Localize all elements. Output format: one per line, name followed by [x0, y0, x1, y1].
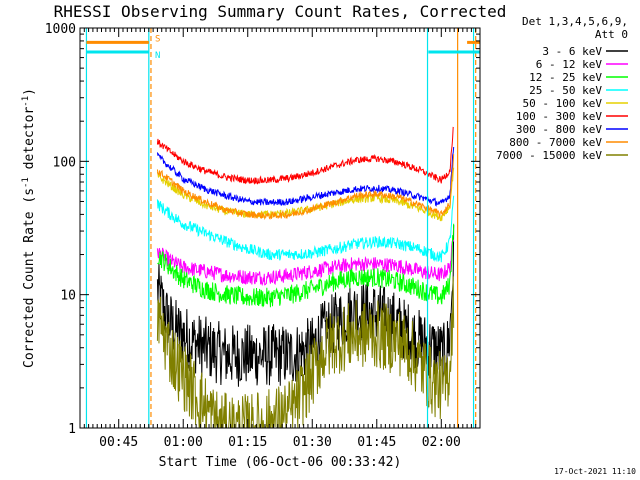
legend-label-2: 6 - 12 keV: [536, 58, 603, 71]
legend-label-6: 100 - 300 keV: [516, 110, 602, 123]
x-tick-label: 00:45: [99, 435, 138, 450]
series-line-5: [156, 167, 455, 222]
x-tick-label: 02:00: [422, 435, 461, 450]
y-tick-label: 100: [53, 155, 76, 170]
y-axis-label-part-1: Corrected Count Rate (s: [22, 188, 37, 368]
series-line-6: [156, 126, 454, 185]
series-line-8: [156, 154, 455, 221]
legend-label-4: 25 - 50 keV: [529, 84, 602, 97]
y-axis-label-sup-2: -1: [21, 96, 31, 107]
marker-lines: [85, 28, 477, 428]
timestamp: 17-Oct-2021 11:10: [554, 467, 636, 476]
plot-frame: [79, 27, 481, 429]
series-layer: [156, 126, 455, 429]
legend-label-8: 800 - 7000 keV: [509, 136, 602, 149]
series-line-3: [157, 223, 455, 308]
series-line-1: [156, 224, 455, 387]
series-line-7: [156, 146, 455, 207]
x-tick-label: 01:00: [164, 435, 203, 450]
y-tick-label: 1000: [45, 22, 76, 37]
flag-bars: SN: [86, 34, 480, 61]
series-line-9: [156, 276, 455, 429]
y-axis-label-sup-1: -1: [21, 177, 31, 188]
legend-header-line-1: Det 1,3,4,5,6,9,: [522, 15, 628, 28]
x-axis: 00:45 01:00 01:15 01:30 01:45 02:00: [79, 28, 481, 450]
series-line-4: [156, 195, 455, 263]
x-tick-label: 01:30: [293, 435, 332, 450]
legend-header: Det 1,3,4,5,6,9, Att 0: [522, 15, 628, 41]
flag-label-N: N: [155, 51, 160, 61]
y-axis-label-part-3: ): [22, 88, 37, 96]
y-axis-label-part-2: detector: [22, 107, 37, 178]
y-tick-label: 1: [68, 422, 76, 437]
legend-header-line-2: Att 0: [595, 28, 628, 41]
y-axis: 1 10 100 1000: [45, 22, 480, 437]
legend-label-5: 50 - 100 keV: [523, 97, 603, 110]
legend-label-3: 12 - 25 keV: [529, 71, 602, 84]
flag-label-S: S: [155, 34, 160, 44]
y-tick-label: 10: [60, 289, 76, 304]
series-line-2: [156, 237, 455, 287]
legend-label-7: 300 - 800 keV: [516, 123, 602, 136]
chart-title: RHESSI Observing Summary Count Rates, Co…: [54, 2, 507, 21]
legend-label-9: 7000 - 15000 keV: [496, 149, 602, 162]
y-axis-label: Corrected Count Rate (s-1 detector-1): [21, 88, 37, 368]
legend-label-1: 3 - 6 keV: [542, 45, 602, 58]
x-axis-label: Start Time (06-Oct-06 00:33:42): [159, 455, 402, 470]
x-tick-label: 01:15: [228, 435, 267, 450]
x-tick-label: 01:45: [357, 435, 396, 450]
